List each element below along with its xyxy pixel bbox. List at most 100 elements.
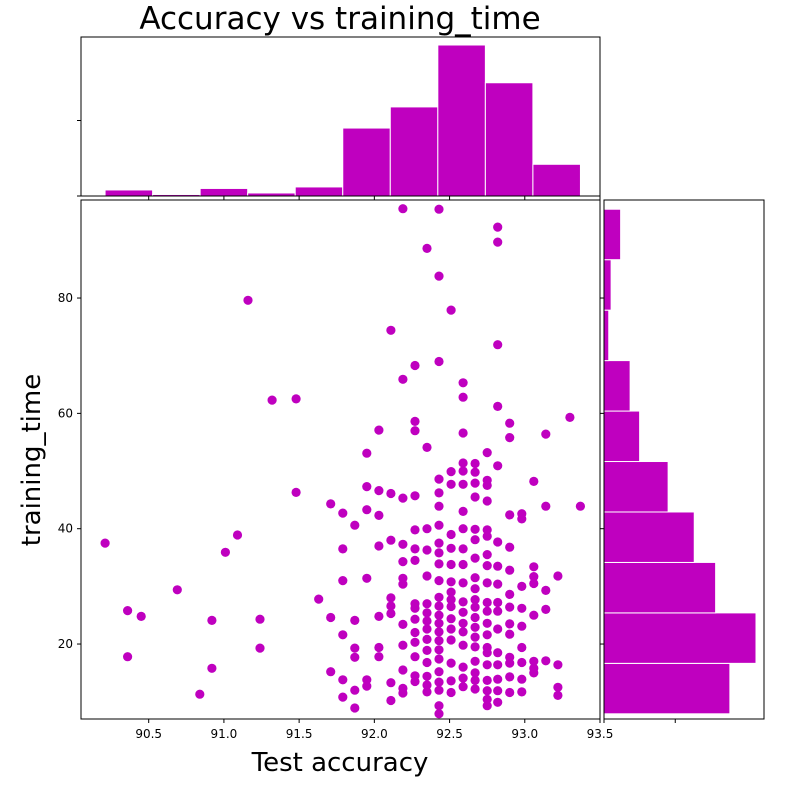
scatter-point [446,676,456,686]
scatter-point [422,243,432,253]
scatter-point [458,640,468,650]
scatter-point [374,486,384,496]
top-histogram-bars [104,44,581,197]
scatter-point [446,467,456,477]
scatter-point [326,667,336,677]
scatter-point [422,571,432,581]
scatter-point [541,501,551,511]
top-histogram-frame [80,36,601,197]
scatter-point [434,520,444,530]
scatter-point [517,603,527,613]
scatter-point [517,642,527,653]
scatter-point [517,509,527,519]
scatter-point [458,506,468,516]
scatter-point [362,573,372,583]
scatter-point [386,488,396,499]
scatter-point [458,559,468,570]
scatter-point [386,695,396,706]
right-histogram-bars [603,208,757,715]
right-histogram [600,199,765,723]
scatter-point [422,524,432,534]
scatter-point [338,544,348,554]
right-histogram-bar [603,461,669,513]
top-histogram-bar [484,82,534,197]
scatter-point [422,599,432,609]
scatter-point [529,578,539,589]
scatter-point [541,604,551,615]
right-histogram-bar [603,561,717,614]
scatter-point [493,537,503,547]
scatter-point [291,487,301,497]
scatter-point [255,614,265,624]
scatter-point [446,624,456,634]
scatter-point [374,425,384,435]
scatter-point [541,429,551,439]
scatter-point [422,645,432,656]
chart-title: Accuracy vs training_time [139,1,540,37]
scatter-point [410,426,420,436]
right-histogram-bar [603,662,731,715]
x-axis-label: Test accuracy [251,748,429,778]
scatter-point [529,562,539,572]
scatter-point [470,622,480,632]
scatter-point [493,606,503,616]
y-tick-label: 80 [58,291,73,305]
scatter-point [422,634,432,645]
scatter-point [232,530,243,540]
scatter-point [482,561,492,571]
scatter-point [575,501,586,511]
right-histogram-bar [603,259,612,311]
scatter-point [434,592,444,602]
scatter-point [136,611,146,622]
x-tick-label: 93.5 [587,727,614,741]
scatter-point [470,675,480,686]
x-tick-label: 92.0 [361,727,388,741]
scatter-point [482,694,492,705]
scatter-point [470,458,480,469]
scatter-point [410,416,420,426]
scatter-point [267,395,277,405]
scatter-point [505,589,515,600]
scatter-point [422,608,432,618]
scatter-point [470,642,480,652]
scatter-point [482,606,492,616]
scatter-point [470,632,480,642]
right-histogram-frame [603,199,765,720]
scatter-point [446,577,456,587]
scatter-point [434,474,444,484]
scatter-point [446,595,456,605]
scatter-point [350,615,360,626]
scatter-point [458,466,468,476]
scatter-point [493,222,503,232]
scatter-point [482,618,492,628]
scatter-point [338,675,348,685]
scatter-point [374,652,384,662]
scatter-point [529,656,539,666]
scatter-point [482,578,492,588]
scatter-point [398,493,408,503]
scatter-point [482,642,492,653]
scatter-point [350,652,360,662]
scatter-point [458,458,468,468]
scatter-point [422,680,432,690]
scatter-point [207,663,217,673]
scatter-point [493,624,503,634]
scatter-point [470,478,480,488]
y-axis-label: training_time [17,374,47,546]
scatter-point [505,652,515,662]
scatter-point [338,508,348,518]
scatter-point [482,701,492,711]
scatter-point [410,525,420,535]
scatter-point [446,543,456,553]
scatter-point [482,525,492,535]
scatter-point [458,618,468,628]
scatter-point [374,510,384,520]
scatter-point [517,674,527,684]
scatter-point [482,531,492,541]
scatter-point [386,325,396,335]
scatter-point [458,524,468,534]
scatter-point [398,640,408,650]
scatter-point [350,685,360,695]
scatter-point [446,529,456,540]
